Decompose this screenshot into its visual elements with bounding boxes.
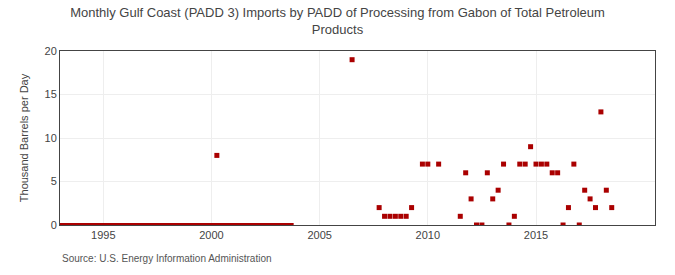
- svg-text:Thousand Barrels per Day: Thousand Barrels per Day: [18, 73, 30, 202]
- svg-text:2015: 2015: [524, 229, 548, 241]
- svg-text:10: 10: [45, 132, 57, 144]
- svg-text:15: 15: [45, 88, 57, 100]
- svg-text:2005: 2005: [307, 229, 331, 241]
- svg-text:2000: 2000: [199, 229, 223, 241]
- svg-text:20: 20: [45, 45, 57, 57]
- svg-text:2010: 2010: [416, 229, 440, 241]
- svg-text:Source: U.S. Energy Informatio: Source: U.S. Energy Information Administ…: [62, 253, 272, 264]
- svg-text:5: 5: [51, 175, 57, 187]
- svg-text:0: 0: [51, 219, 57, 231]
- svg-text:Monthly Gulf Coast (PADD 3) Im: Monthly Gulf Coast (PADD 3) Imports by P…: [70, 5, 605, 37]
- svg-text:1995: 1995: [91, 229, 115, 241]
